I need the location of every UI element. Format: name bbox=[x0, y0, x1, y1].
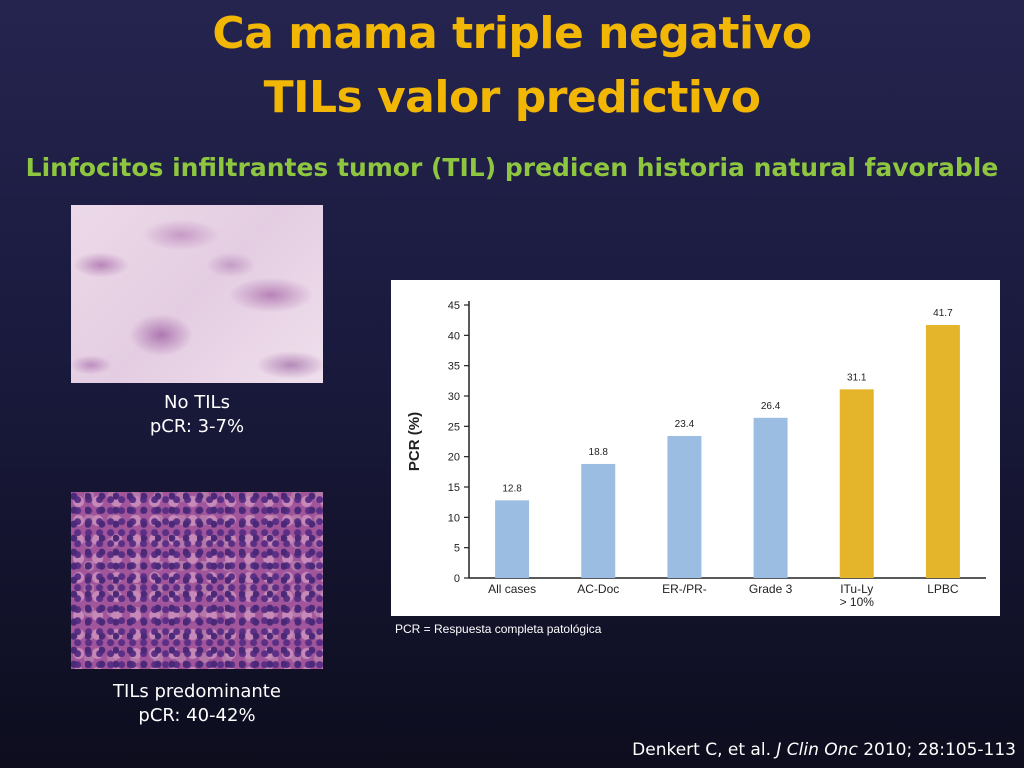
y-tick-label: 35 bbox=[448, 361, 460, 373]
citation-authors: Denkert C, et al. bbox=[632, 740, 777, 760]
y-tick-label: 30 bbox=[448, 391, 460, 403]
bar-value-label: 12.8 bbox=[502, 483, 522, 494]
x-tick-label-line2: > 10% bbox=[840, 595, 875, 609]
citation-rest: 2010; 28:105-113 bbox=[857, 740, 1016, 760]
caption-no-tils-pcr: pCR: 3-7% bbox=[149, 416, 245, 437]
x-tick-label: All cases bbox=[488, 582, 536, 596]
y-tick-label: 40 bbox=[448, 330, 460, 342]
bar-chart-panel: 0 5 10 15 20 25 30 35 40 45 PCR (%) 12.8 All cases 18… bbox=[391, 280, 1000, 616]
citation-journal: J Clin Onc bbox=[776, 740, 858, 760]
caption-tils-pcr: pCR: 40-42% bbox=[138, 705, 256, 726]
bar bbox=[753, 417, 788, 578]
slide-subtitle: Linfocitos infiltrantes tumor (TIL) pred… bbox=[25, 153, 999, 182]
y-tick-label: 0 bbox=[454, 573, 460, 585]
bar-value-label: 31.1 bbox=[847, 372, 867, 383]
y-tick-label: 15 bbox=[448, 482, 460, 494]
histology-image-tils bbox=[71, 492, 323, 669]
bar bbox=[667, 436, 702, 578]
slide-title-line2: TILs valor predictivo bbox=[263, 72, 761, 123]
bar-value-label: 23.4 bbox=[675, 419, 695, 430]
histology-image-no-tils bbox=[71, 205, 323, 383]
y-tick-label: 5 bbox=[454, 543, 460, 555]
y-tick-label: 25 bbox=[448, 421, 460, 433]
bar-chart: 0 5 10 15 20 25 30 35 40 45 PCR (%) 12.8 All cases 18… bbox=[406, 300, 986, 609]
y-tick-label: 20 bbox=[448, 452, 460, 464]
x-tick-label: LPBC bbox=[927, 582, 959, 596]
x-tick-label: ITu-Ly bbox=[840, 582, 873, 596]
bar-value-label: 26.4 bbox=[761, 401, 781, 412]
y-tick-label: 10 bbox=[448, 512, 460, 524]
caption-no-tils-label: No TILs bbox=[164, 392, 230, 413]
caption-no-tils: No TILs pCR: 3-7% bbox=[71, 391, 323, 439]
caption-tils: TILs predominante pCR: 40-42% bbox=[71, 680, 323, 728]
y-axis-label: PCR (%) bbox=[406, 412, 423, 471]
bar-value-label: 18.8 bbox=[589, 447, 609, 458]
bar-value-label: 41.7 bbox=[933, 308, 953, 319]
bar bbox=[495, 500, 530, 578]
citation: Denkert C, et al. J Clin Onc 2010; 28:10… bbox=[632, 740, 1016, 760]
bar bbox=[581, 463, 616, 578]
footnote: PCR = Respuesta completa patológica bbox=[395, 622, 602, 636]
y-tick-label: 45 bbox=[448, 300, 460, 312]
x-tick-label: ER-/PR- bbox=[662, 582, 707, 596]
x-tick-label: AC-Doc bbox=[577, 582, 619, 596]
bar bbox=[925, 325, 960, 578]
slide-title-line1: Ca mama triple negativo bbox=[212, 8, 812, 59]
x-tick-label: Grade 3 bbox=[749, 582, 793, 596]
bar bbox=[839, 389, 874, 578]
caption-tils-label: TILs predominante bbox=[113, 681, 281, 702]
